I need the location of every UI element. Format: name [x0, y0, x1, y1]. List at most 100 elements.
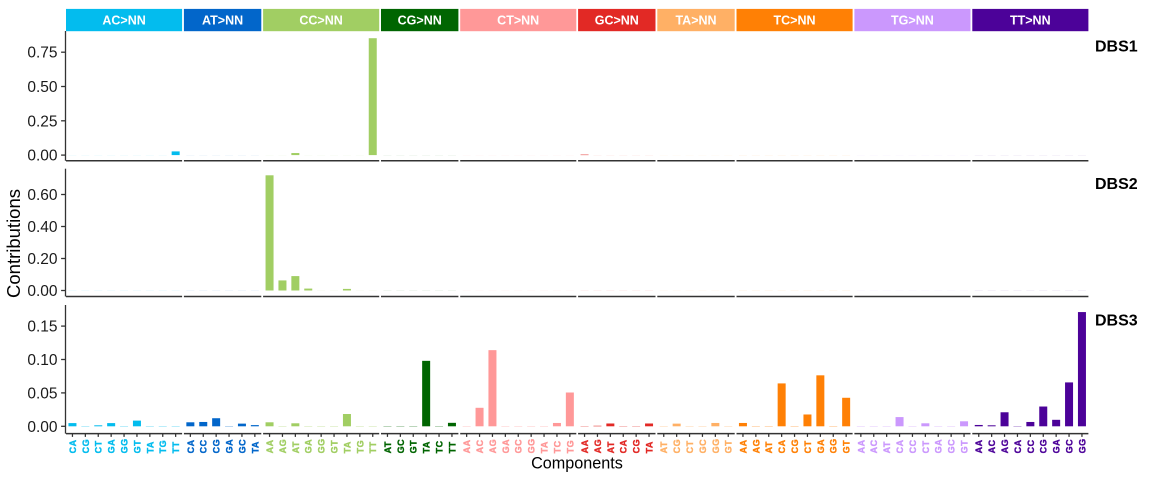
svg-text:CA: CA [895, 439, 905, 453]
svg-text:0.00: 0.00 [27, 419, 58, 436]
svg-text:TA: TA [145, 441, 155, 453]
svg-text:GT: GT [409, 440, 419, 454]
svg-text:CC>NN: CC>NN [299, 14, 342, 28]
svg-text:0.10: 0.10 [27, 352, 58, 369]
svg-text:AG: AG [751, 439, 761, 454]
svg-text:0.00: 0.00 [27, 283, 58, 300]
svg-text:DBS2: DBS2 [1095, 176, 1138, 193]
svg-text:CT: CT [921, 440, 931, 453]
svg-text:CG: CG [81, 439, 91, 454]
svg-text:AC: AC [475, 439, 485, 453]
svg-text:0.25: 0.25 [27, 113, 57, 130]
svg-text:TG: TG [158, 440, 168, 454]
svg-text:GC: GC [514, 439, 524, 454]
svg-text:TT: TT [368, 441, 378, 453]
svg-text:TT: TT [447, 441, 457, 453]
svg-text:TA: TA [342, 441, 352, 453]
svg-text:AG: AG [1000, 439, 1010, 454]
svg-text:CA: CA [68, 439, 78, 453]
svg-text:CG: CG [1039, 439, 1049, 454]
svg-text:AA: AA [265, 439, 275, 453]
svg-text:GG: GG [829, 438, 839, 453]
svg-text:GT: GT [959, 440, 969, 454]
svg-text:CG>NN: CG>NN [398, 14, 442, 28]
svg-text:0.05: 0.05 [27, 385, 57, 402]
svg-text:GC: GC [698, 439, 708, 454]
svg-text:0.50: 0.50 [27, 79, 58, 96]
svg-text:GG: GG [317, 438, 327, 453]
svg-text:GC>NN: GC>NN [595, 14, 639, 28]
svg-text:CG: CG [790, 439, 800, 454]
svg-text:GC: GC [237, 439, 247, 454]
svg-text:AT: AT [291, 441, 301, 453]
svg-text:TC: TC [434, 440, 444, 453]
svg-text:GA: GA [304, 439, 314, 454]
svg-text:CC: CC [908, 439, 918, 453]
svg-text:TG>NN: TG>NN [891, 14, 934, 28]
svg-text:AT>NN: AT>NN [202, 14, 243, 28]
svg-text:GT: GT [842, 440, 852, 454]
svg-text:GA: GA [107, 439, 117, 454]
svg-text:CG: CG [672, 439, 682, 454]
svg-text:GA: GA [224, 439, 234, 454]
svg-text:AA: AA [856, 439, 866, 453]
svg-text:GC: GC [1064, 439, 1074, 454]
svg-text:Contributions: Contributions [3, 189, 24, 298]
svg-text:0.40: 0.40 [27, 219, 58, 236]
svg-text:CG: CG [632, 439, 642, 454]
svg-text:0.75: 0.75 [27, 45, 57, 62]
svg-text:DBS3: DBS3 [1095, 312, 1138, 329]
svg-text:TA>NN: TA>NN [675, 14, 716, 28]
svg-text:CC: CC [1026, 439, 1036, 453]
svg-text:AC: AC [869, 439, 879, 453]
svg-text:CC: CC [199, 439, 209, 453]
svg-text:CA: CA [777, 439, 787, 453]
svg-text:TG: TG [355, 440, 365, 454]
svg-text:AC: AC [987, 439, 997, 453]
svg-text:AA: AA [738, 439, 748, 453]
svg-text:GG: GG [711, 438, 721, 453]
svg-text:GG: GG [1077, 438, 1087, 453]
svg-text:TA: TA [250, 441, 260, 453]
svg-text:CT: CT [685, 440, 695, 453]
svg-text:GG: GG [527, 438, 537, 453]
svg-text:AA: AA [462, 439, 472, 453]
svg-text:GA: GA [1052, 439, 1062, 454]
svg-text:AA: AA [974, 439, 984, 453]
svg-text:0.00: 0.00 [27, 148, 58, 165]
svg-text:CA: CA [186, 439, 196, 453]
svg-text:AT: AT [882, 441, 892, 453]
svg-text:TC>NN: TC>NN [773, 14, 815, 28]
svg-text:GC: GC [396, 439, 406, 454]
svg-text:AT: AT [659, 441, 669, 453]
svg-text:TC: TC [552, 440, 562, 453]
svg-text:CG: CG [212, 439, 222, 454]
svg-text:AT: AT [383, 441, 393, 453]
svg-text:TA: TA [644, 441, 654, 453]
svg-text:CT: CT [803, 440, 813, 453]
svg-text:GA: GA [501, 439, 511, 454]
svg-text:GA: GA [934, 439, 944, 454]
svg-text:GG: GG [119, 438, 129, 453]
svg-text:TT>NN: TT>NN [1010, 14, 1051, 28]
svg-text:AT: AT [606, 441, 616, 453]
svg-text:GT: GT [724, 440, 734, 454]
svg-text:0.60: 0.60 [27, 187, 58, 204]
svg-text:AA: AA [580, 439, 590, 453]
svg-text:TA: TA [422, 441, 432, 453]
svg-text:GT: GT [132, 440, 142, 454]
svg-text:GC: GC [947, 439, 957, 454]
svg-text:TG: TG [565, 440, 575, 454]
svg-text:0.20: 0.20 [27, 251, 58, 268]
svg-text:TA: TA [539, 441, 549, 453]
svg-text:AT: AT [764, 441, 774, 453]
svg-text:AC>NN: AC>NN [102, 14, 145, 28]
svg-text:AG: AG [278, 439, 288, 454]
svg-text:TT: TT [171, 441, 181, 453]
svg-text:DBS1: DBS1 [1095, 38, 1138, 55]
svg-text:AG: AG [488, 439, 498, 454]
svg-text:0.15: 0.15 [27, 319, 57, 336]
svg-text:Components: Components [531, 455, 623, 473]
svg-text:GT: GT [329, 440, 339, 454]
svg-text:AG: AG [593, 439, 603, 454]
